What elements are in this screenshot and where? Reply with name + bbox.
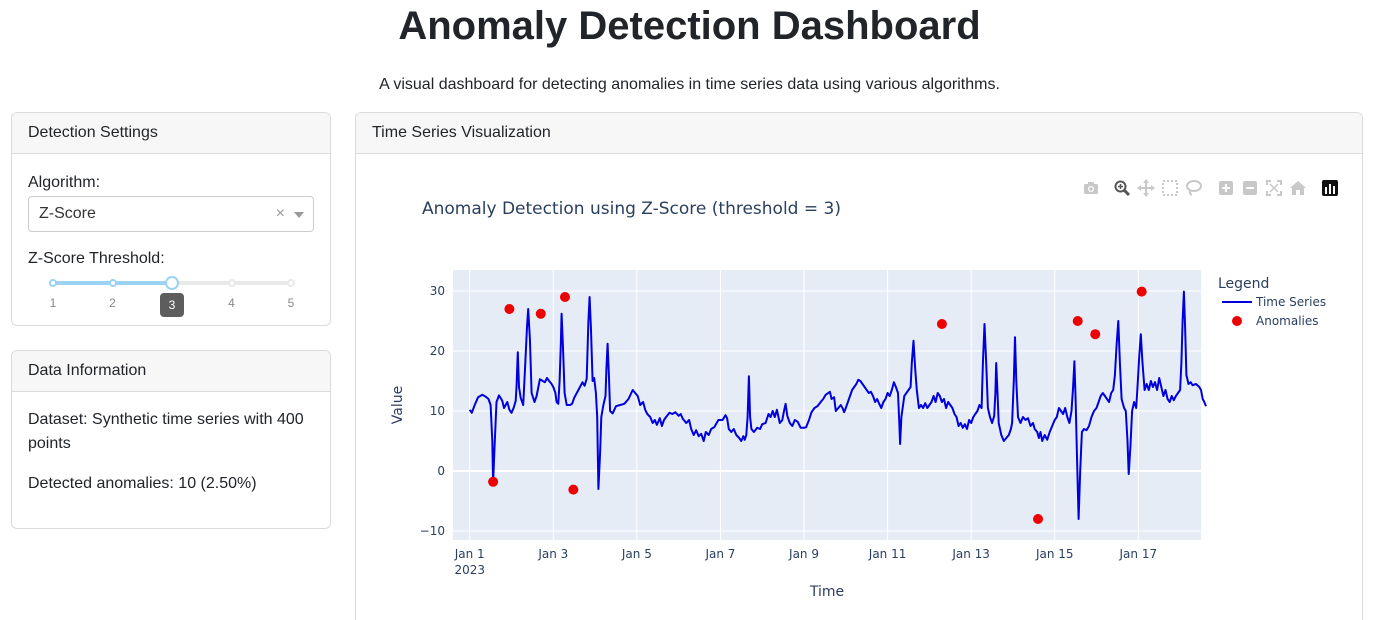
slider-mark: 1 xyxy=(49,296,57,310)
y-tick-label: 30 xyxy=(430,284,445,298)
algorithm-dropdown[interactable]: Z-Score × xyxy=(28,196,314,232)
threshold-slider[interactable]: 1 2 3 4 5 3 xyxy=(28,272,314,324)
x-tick-label: Jan 15 xyxy=(1035,547,1074,561)
time-series-line[interactable] xyxy=(468,290,1207,520)
y-axis-ticks: −10 0 10 20 30 xyxy=(420,284,445,538)
zoom-in-icon[interactable] xyxy=(1217,179,1235,197)
anomaly-marker[interactable] xyxy=(568,484,579,495)
page-subtitle: A visual dashboard for detecting anomali… xyxy=(379,76,1000,93)
y-axis-label: Value xyxy=(390,386,406,424)
x-tick-label: Jan 9 xyxy=(788,547,819,561)
legend-title: Legend xyxy=(1218,276,1269,292)
algorithm-label: Algorithm: xyxy=(28,174,101,191)
detection-settings-body: Algorithm: Z-Score × Z-Score Threshold: … xyxy=(12,154,330,325)
x-tick-label: Jan 17 xyxy=(1119,547,1158,561)
y-tick-label: 20 xyxy=(430,344,445,358)
clear-icon[interactable]: × xyxy=(275,205,285,222)
reset-axes-icon[interactable] xyxy=(1289,179,1307,197)
legend-item-anomalies[interactable]: Anomalies xyxy=(1256,314,1319,328)
plot-area[interactable] xyxy=(453,270,1201,540)
slider-step-dot[interactable] xyxy=(227,279,236,287)
threshold-label: Z-Score Threshold: xyxy=(28,250,165,267)
x-tick-label: Jan 3 xyxy=(537,547,568,561)
slider-mark: 2 xyxy=(109,296,116,310)
anomaly-marker[interactable] xyxy=(1136,286,1147,297)
visualization-header: Time Series Visualization xyxy=(356,113,1362,154)
legend-marker-swatch xyxy=(1232,316,1242,326)
detection-settings-card: Detection Settings Algorithm: Z-Score × … xyxy=(11,112,331,326)
plotly-logo-icon[interactable] xyxy=(1321,179,1339,197)
x-tick-sublabel: 2023 xyxy=(454,563,485,577)
slider-mark: 4 xyxy=(228,296,235,310)
dataset-description: Dataset: Synthetic time series with 400 … xyxy=(28,411,304,452)
time-series-line-group xyxy=(468,290,1207,520)
zoom-out-icon[interactable] xyxy=(1241,179,1259,197)
x-tick-label: Jan 7 xyxy=(704,547,735,561)
lasso-select-icon[interactable] xyxy=(1185,179,1203,197)
zoom-icon[interactable] xyxy=(1113,179,1131,197)
x-axis-ticks: Jan 1 2023 Jan 3 Jan 5 Jan 7 Jan 9 Jan 11 Jan 1… xyxy=(454,547,1157,577)
camera-icon[interactable] xyxy=(1082,179,1100,197)
x-tick-label: Jan 13 xyxy=(951,547,990,561)
legend-item-time-series[interactable]: Time Series xyxy=(1255,295,1326,309)
data-information-header: Data Information xyxy=(12,351,330,392)
anomaly-marker[interactable] xyxy=(559,292,570,302)
algorithm-selected-value: Z-Score xyxy=(39,205,96,222)
anomaly-marker[interactable] xyxy=(504,304,515,314)
slider-mark: 5 xyxy=(287,296,295,310)
anomaly-count: Detected anomalies: 10 (2.50%) xyxy=(28,475,257,492)
y-tick-label: −10 xyxy=(420,524,445,538)
slider-step-dot[interactable] xyxy=(108,279,117,287)
x-tick-label: Jan 5 xyxy=(621,547,652,561)
y-tick-label: 10 xyxy=(430,404,445,418)
data-information-body: Dataset: Synthetic time series with 400 … xyxy=(12,392,330,528)
slider-step-dot[interactable] xyxy=(49,279,57,287)
x-tick-label: Jan 1 xyxy=(454,547,485,561)
chevron-down-icon[interactable] xyxy=(294,212,304,218)
anomaly-marker[interactable] xyxy=(1072,316,1083,326)
chart-title: Anomaly Detection using Z-Score (thresho… xyxy=(422,199,841,219)
anomaly-marker[interactable] xyxy=(936,319,947,329)
slider-handle[interactable] xyxy=(165,276,179,290)
x-axis-label: Time xyxy=(809,584,844,600)
page-title: Anomaly Detection Dashboard xyxy=(398,4,981,48)
time-series-visualization-card: Time Series Visualization xyxy=(355,112,1363,620)
slider-step-dot[interactable] xyxy=(287,279,295,287)
anomaly-chart[interactable]: Anomaly Detection using Z-Score (thresho… xyxy=(356,154,1363,620)
pan-icon[interactable] xyxy=(1137,179,1155,197)
x-tick-label: Jan 11 xyxy=(868,547,907,561)
anomaly-marker[interactable] xyxy=(1033,514,1044,524)
slider-value-tooltip: 3 xyxy=(160,293,184,317)
anomaly-marker[interactable] xyxy=(1090,329,1101,340)
anomaly-marker[interactable] xyxy=(488,476,499,487)
detection-settings-header: Detection Settings xyxy=(12,113,330,154)
anomaly-markers-group xyxy=(488,286,1147,524)
y-tick-label: 0 xyxy=(437,464,445,478)
autoscale-icon[interactable] xyxy=(1265,179,1283,197)
box-select-icon[interactable] xyxy=(1161,179,1179,197)
chart-legend[interactable]: Legend Time Series Anomalies xyxy=(1218,276,1326,328)
data-information-card: Data Information Dataset: Synthetic time… xyxy=(11,350,331,529)
anomaly-marker[interactable] xyxy=(535,308,546,319)
